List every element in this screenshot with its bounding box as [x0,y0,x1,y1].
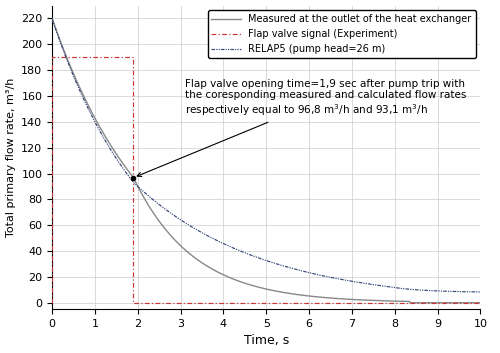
Legend: Measured at the outlet of the heat exchanger, Flap valve signal (Experiment), RE: Measured at the outlet of the heat excha… [208,11,476,58]
Text: Flap valve opening time=1,9 sec after pump trip with
the coresponding measured a: Flap valve opening time=1,9 sec after pu… [137,79,466,176]
X-axis label: Time, s: Time, s [244,334,289,347]
Y-axis label: Total primary flow rate, m³/h: Total primary flow rate, m³/h [6,78,16,237]
